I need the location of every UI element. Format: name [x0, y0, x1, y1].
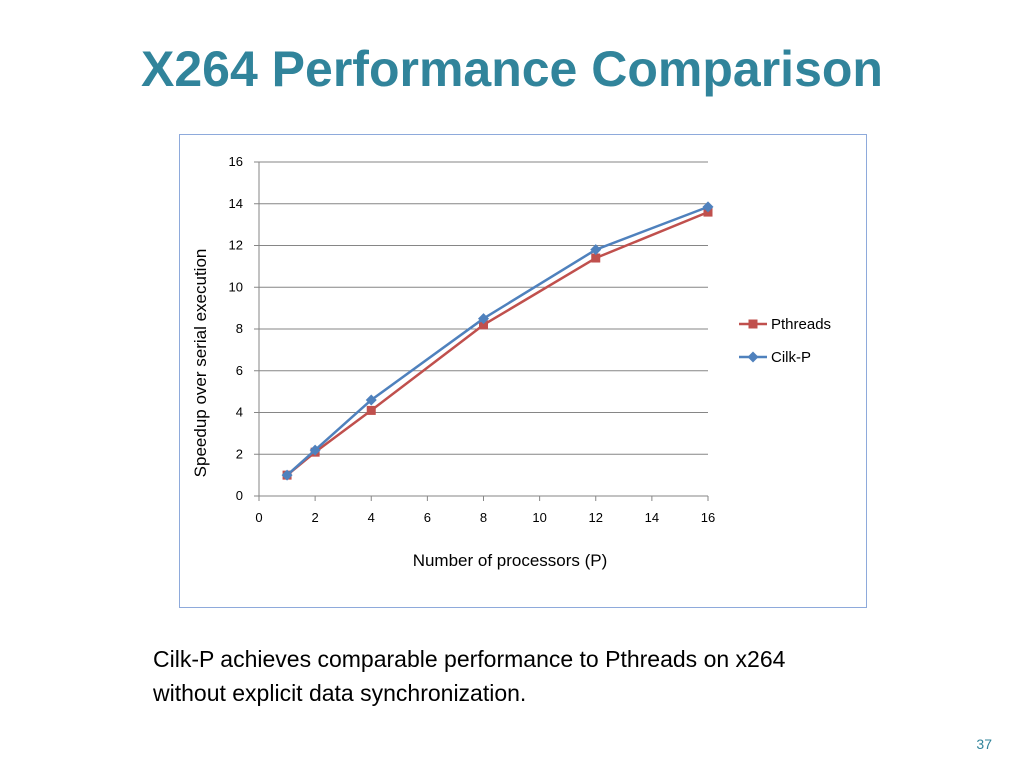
series-cilk-p	[281, 201, 714, 481]
caption-line-1: Cilk-P achieves comparable performance t…	[153, 646, 786, 672]
cilk-p-point	[590, 244, 602, 256]
cilk-p-point	[702, 201, 714, 213]
y-tick-label: 10	[229, 279, 243, 294]
y-axis-label: Speedup over serial execution	[191, 249, 210, 478]
y-tick-label: 4	[236, 405, 243, 420]
y-tick-label: 8	[236, 321, 243, 336]
legend: Pthreads Cilk-P	[739, 316, 831, 366]
x-tick-label: 2	[312, 510, 319, 525]
y-tick-label: 2	[236, 446, 243, 461]
series-pthreads	[282, 207, 713, 480]
series-group	[281, 201, 714, 481]
x-tick-label: 4	[368, 510, 375, 525]
slide-title: X264 Performance Comparison	[141, 41, 883, 97]
x-tick-label: 14	[645, 510, 659, 525]
y-tick-label: 12	[229, 238, 243, 253]
pthreads-point	[366, 405, 376, 415]
page-number: 37	[976, 736, 992, 752]
y-tick-label: 0	[236, 488, 243, 503]
legend-item-cilk-p: Cilk-P	[739, 349, 811, 366]
x-tick-label: 12	[589, 510, 603, 525]
y-tick-label: 16	[229, 154, 243, 169]
legend-label-cilk-p: Cilk-P	[771, 349, 811, 366]
x-tick-label: 6	[424, 510, 431, 525]
legend-item-pthreads: Pthreads	[739, 316, 831, 333]
x-tick-label: 8	[480, 510, 487, 525]
x-tick-label: 10	[532, 510, 546, 525]
y-tick-label: 14	[229, 196, 243, 211]
legend-marker-pthreads	[748, 319, 758, 329]
tick-labels: 0 2 4 6 8 10 12 14 16 0 2 4 6 8 10 12 14 16	[229, 154, 716, 525]
pthreads-point	[591, 253, 601, 263]
x-tick-label: 16	[701, 510, 715, 525]
speedup-line-chart: 0 2 4 6 8 10 12 14 16 0 2 4 6 8 10 12 14 16 Number of pro…	[191, 154, 831, 570]
pthreads-point	[479, 320, 488, 330]
legend-marker-cilk-p	[747, 351, 759, 363]
cilk-p-point	[309, 444, 321, 456]
cilk-p-point	[365, 394, 377, 406]
x-axis-label: Number of processors (P)	[413, 551, 608, 570]
x-tick-label: 0	[255, 510, 262, 525]
pthreads-line	[286, 210, 709, 477]
cilk-p-point	[478, 313, 489, 325]
cilk-p-point	[281, 469, 293, 481]
caption-line-2: without explicit data synchronization.	[153, 680, 527, 706]
y-tick-label: 6	[236, 363, 243, 378]
caption: Cilk-P achieves comparable performance t…	[153, 642, 913, 710]
legend-label-pthreads: Pthreads	[771, 316, 831, 333]
gridlines	[259, 161, 708, 455]
cilk-p-line	[286, 205, 709, 477]
